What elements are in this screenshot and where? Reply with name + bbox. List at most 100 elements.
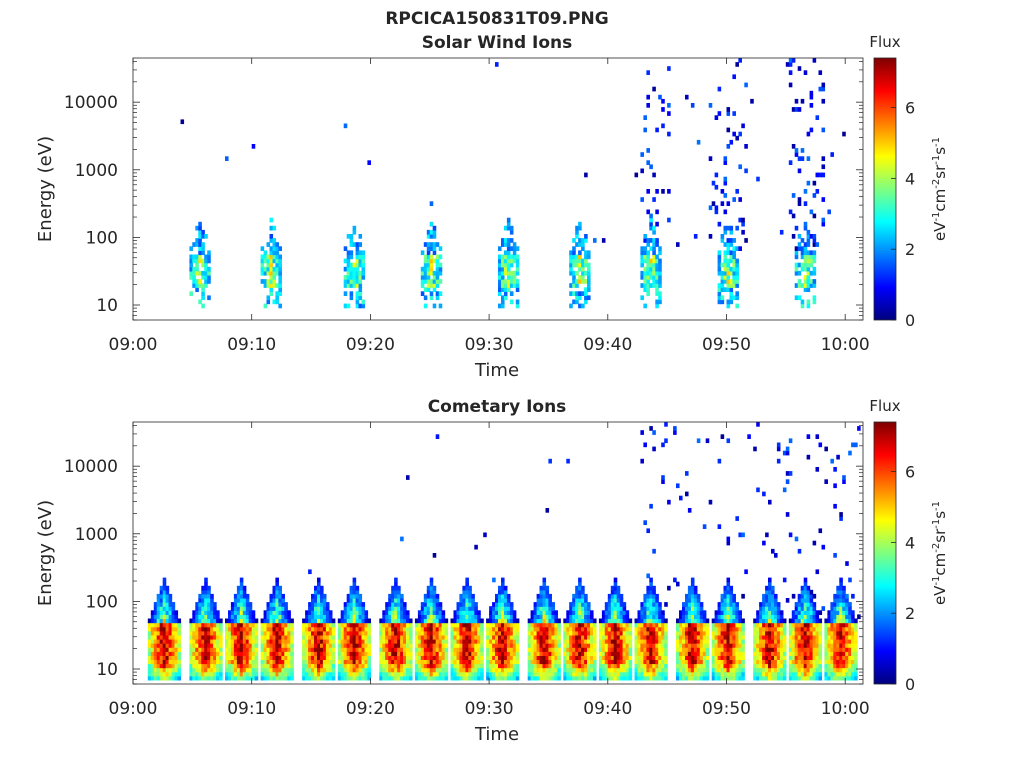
- cometary-cell: [640, 430, 644, 435]
- solar-wind-cell: [667, 189, 671, 194]
- solar-wind-cell: [804, 246, 808, 251]
- cometary-cell: [685, 471, 689, 476]
- solar-wind-cell: [430, 263, 434, 268]
- solar-wind-cell: [744, 238, 748, 243]
- solar-wind-cell: [661, 124, 665, 129]
- cometary-cell: [658, 602, 662, 607]
- solar-wind-cell: [652, 250, 656, 255]
- solar-wind-cell: [822, 218, 826, 223]
- solar-wind-cell: [735, 259, 739, 264]
- solar-wind-cell: [732, 111, 736, 116]
- cometary-cell: [581, 586, 585, 591]
- solar-wind-cell: [513, 275, 517, 280]
- solar-wind-cell: [789, 62, 793, 67]
- solar-wind-title: Solar Wind Ions: [422, 33, 573, 53]
- cometary-cell: [329, 610, 333, 615]
- solar-wind-cell: [501, 275, 505, 280]
- solar-wind-cell: [816, 189, 820, 194]
- cometary-cell: [409, 659, 413, 664]
- solar-wind-cell: [362, 271, 366, 276]
- cometary-cell: [584, 594, 588, 599]
- solar-wind-cell: [504, 295, 508, 300]
- cometary-cell: [400, 537, 404, 542]
- solar-wind-cell: [436, 295, 440, 300]
- solar-wind-cell: [643, 128, 647, 133]
- cometary-cell: [816, 467, 820, 472]
- cometary-cell: [727, 438, 731, 443]
- solar-wind-cell: [798, 107, 802, 112]
- solar-wind-cell: [822, 222, 826, 227]
- cometary-cell: [721, 434, 725, 439]
- cometary-cell: [317, 582, 321, 587]
- cometary-cell: [397, 590, 401, 595]
- cometary-cell: [362, 606, 366, 611]
- solar-wind-cell: [572, 250, 576, 255]
- cometary-cell: [516, 664, 520, 669]
- cometary-cell: [623, 602, 627, 607]
- solar-wind-y-tick-label: 1000: [75, 161, 118, 181]
- cometary-cell: [516, 639, 520, 644]
- cometary-cell: [741, 594, 745, 599]
- solar-wind-cell: [504, 291, 508, 296]
- cometary-cell: [789, 471, 793, 476]
- solar-wind-cell: [439, 263, 443, 268]
- cometary-cell: [216, 614, 220, 619]
- cometary-cell: [807, 586, 811, 591]
- solar-wind-cell: [789, 83, 793, 88]
- solar-wind-cell: [516, 283, 520, 288]
- cometary-cell: [667, 500, 671, 505]
- solar-wind-cell: [362, 267, 366, 272]
- cometary-cell: [255, 659, 259, 664]
- solar-wind-cell: [724, 177, 728, 182]
- solar-wind-cell: [822, 156, 826, 161]
- cometary-cell: [178, 627, 182, 632]
- cometary-cell: [783, 619, 787, 624]
- cometary-cell: [700, 606, 704, 611]
- cometary-cell: [706, 623, 710, 628]
- cometary-cell: [661, 475, 665, 480]
- cometary-cell: [219, 647, 223, 652]
- cometary-cell: [697, 594, 701, 599]
- cometary-cell: [661, 610, 665, 615]
- cometary-cell: [169, 594, 173, 599]
- solar-wind-cell: [727, 201, 731, 206]
- solar-wind-cell: [795, 148, 799, 153]
- cometary-cell: [819, 443, 823, 448]
- solar-wind-cell: [581, 242, 585, 247]
- cometary-cell: [397, 586, 401, 591]
- solar-wind-cell: [207, 259, 211, 264]
- cometary-cell: [516, 643, 520, 648]
- solar-wind-cell: [225, 156, 229, 161]
- solar-wind-cell: [730, 287, 734, 292]
- solar-wind-cell: [181, 119, 185, 124]
- cometary-cell: [804, 582, 808, 587]
- cometary-cell: [652, 590, 656, 595]
- cometary-cell: [617, 590, 621, 595]
- solar-wind-cell: [640, 295, 644, 300]
- solar-wind-cell: [507, 242, 511, 247]
- cometary-cell: [819, 635, 823, 640]
- cometary-cell: [332, 659, 336, 664]
- cometary-cell: [614, 578, 618, 583]
- cometary-cell: [813, 602, 817, 607]
- cometary-cell: [172, 602, 176, 607]
- cometary-cell: [278, 586, 282, 591]
- solar-wind-cell: [712, 181, 716, 186]
- cometary-cell: [287, 614, 291, 619]
- cometary-cell: [439, 606, 443, 611]
- figure-title: RPCICA150831T09.PNG: [385, 9, 608, 29]
- solar-wind-x-tick-label: 09:40: [583, 335, 632, 355]
- cometary-cell: [629, 623, 633, 628]
- solar-wind-cell: [498, 291, 502, 296]
- solar-wind-cell: [795, 226, 799, 231]
- cometary-cell: [777, 606, 781, 611]
- cometary-cell: [480, 672, 484, 677]
- solar-wind-cell: [510, 238, 514, 243]
- cometary-cell: [741, 627, 745, 632]
- cometary-cell: [676, 483, 680, 488]
- solar-wind-cell: [578, 222, 582, 227]
- solar-wind-cell: [813, 193, 817, 198]
- solar-wind-cell: [347, 304, 351, 309]
- solar-wind-cell: [658, 271, 662, 276]
